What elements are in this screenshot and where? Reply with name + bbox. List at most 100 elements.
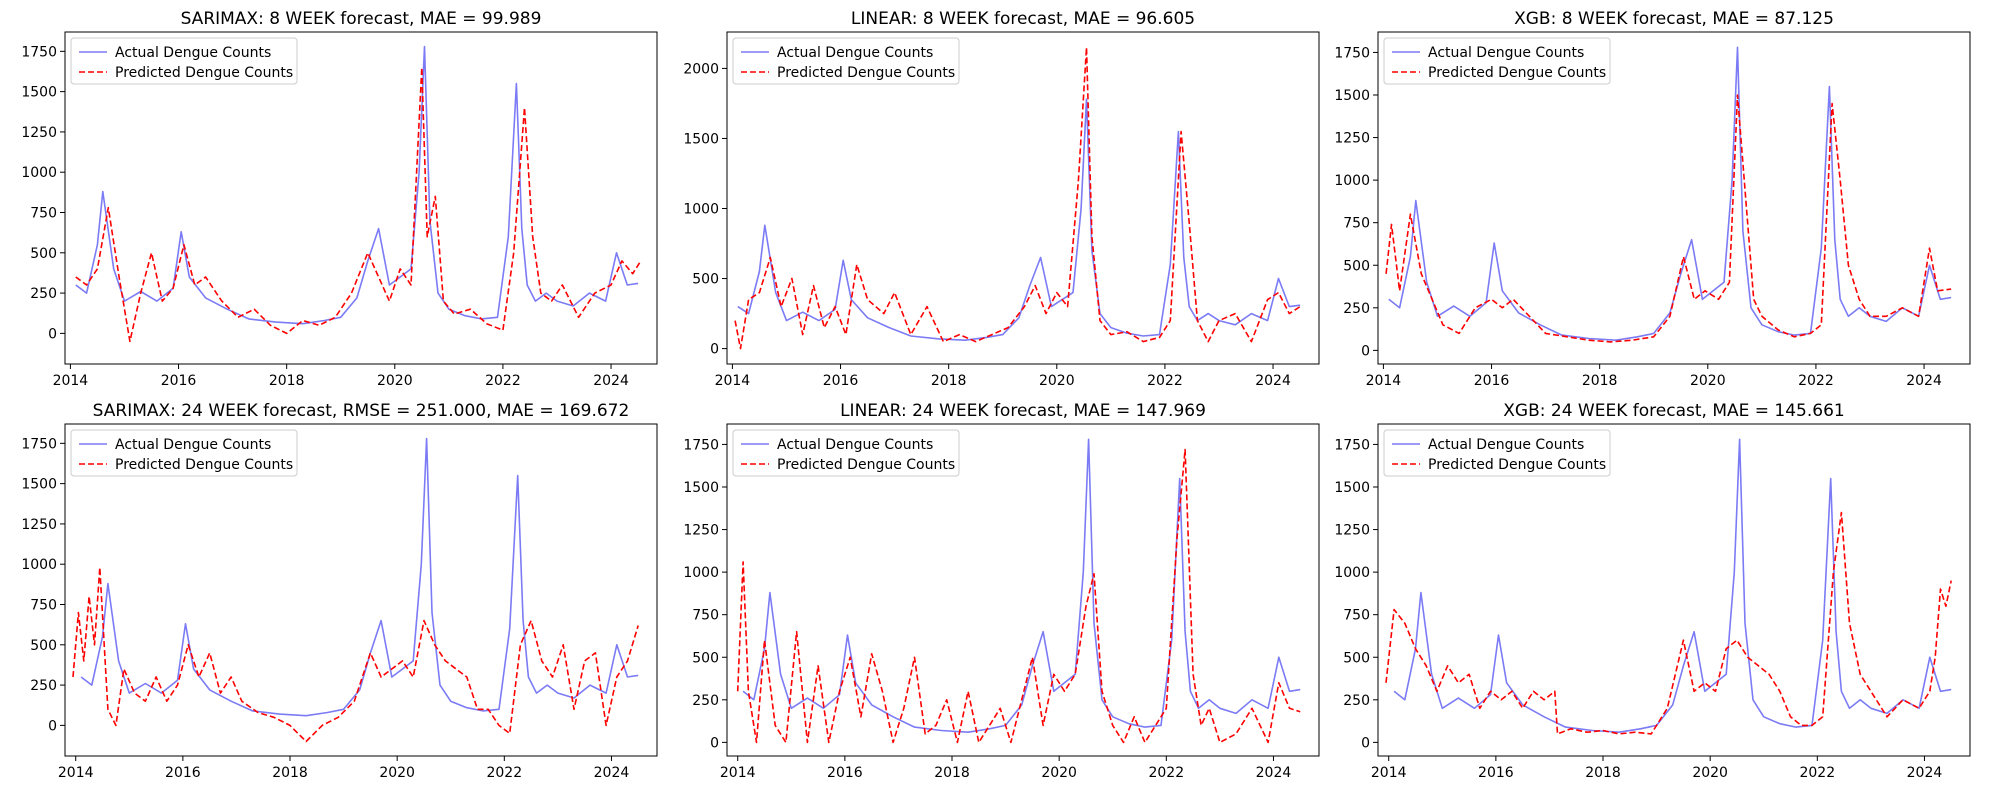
x-tick-label: 2022 <box>1148 765 1184 781</box>
y-tick-label: 1750 <box>1334 45 1370 61</box>
legend: Actual Dengue Counts Predicted Dengue Cou… <box>732 429 960 477</box>
actual-series-line <box>80 437 639 717</box>
predicted-series-line <box>72 566 639 743</box>
y-tick-label: 1000 <box>1334 173 1370 189</box>
chart-title: LINEAR: 24 WEEK forecast, MAE = 147.969 <box>840 401 1206 421</box>
x-tick-label: 2022 <box>1798 373 1834 389</box>
y-tick-label: 1750 <box>21 44 57 60</box>
predicted-series-line <box>75 66 642 343</box>
actual-series-line <box>1393 438 1952 733</box>
subplot-sarimax-8-week: 2014 2016 2018 2020 2022 2024 0 250 500 750 1000 12… <box>21 9 658 389</box>
x-tick-label: 2022 <box>485 373 521 389</box>
legend-predicted-label: Predicted Dengue Counts <box>115 457 293 473</box>
x-tick-label: 2024 <box>1907 765 1943 781</box>
x-tick-label: 2024 <box>1255 373 1291 389</box>
legend-predicted-label: Predicted Dengue Counts <box>1428 457 1606 473</box>
axes-frame <box>64 423 658 757</box>
predicted-series-line <box>1385 94 1952 343</box>
legend-box <box>1383 37 1611 85</box>
x-tick-label: 2014 <box>720 765 756 781</box>
y-tick-label: 500 <box>1343 650 1370 666</box>
legend-actual-label: Actual Dengue Counts <box>1428 45 1584 61</box>
legend: Actual Dengue Counts Predicted Dengue Cou… <box>70 37 298 85</box>
legend-actual-label: Actual Dengue Counts <box>777 45 933 61</box>
y-tick-label: 0 <box>1361 343 1370 359</box>
x-tick-label: 2018 <box>1582 373 1618 389</box>
axes-frame <box>726 423 1320 757</box>
x-tick-label: 2020 <box>379 765 415 781</box>
y-tick-label: 500 <box>30 638 57 654</box>
y-tick-label: 750 <box>692 608 719 624</box>
axes-frame <box>1377 423 1971 757</box>
y-tick-label: 1500 <box>1334 88 1370 104</box>
y-tick-label: 1000 <box>21 557 57 573</box>
x-tick-label: 2014 <box>58 765 94 781</box>
y-tick-label: 750 <box>30 598 57 614</box>
y-tick-label: 750 <box>1343 608 1370 624</box>
y-tick-label: 1250 <box>21 517 57 533</box>
y-tick-label: 250 <box>30 678 57 694</box>
predicted-series-line <box>734 46 1301 350</box>
y-tick-label: 1500 <box>21 85 57 101</box>
y-tick-label: 1500 <box>1334 480 1370 496</box>
y-tick-label: 1250 <box>21 125 57 141</box>
x-tick-label: 2018 <box>269 373 305 389</box>
y-tick-label: 1750 <box>683 437 719 453</box>
actual-series-line <box>1388 46 1952 341</box>
x-tick-label: 2014 <box>1371 765 1407 781</box>
y-tick-label: 0 <box>710 342 719 358</box>
chart-title: LINEAR: 8 WEEK forecast, MAE = 96.605 <box>851 9 1195 29</box>
y-tick-label: 1000 <box>683 565 719 581</box>
x-tick-label: 2016 <box>823 373 859 389</box>
subplot-xgb-24-week: 2014 2016 2018 2020 2022 2024 0 250 500 750 1000 12… <box>1334 401 1971 781</box>
y-tick-label: 1500 <box>683 131 719 147</box>
y-tick-label: 1250 <box>1334 131 1370 147</box>
y-tick-label: 2000 <box>683 61 719 77</box>
actual-series-line <box>75 45 639 325</box>
x-tick-label: 2014 <box>715 373 751 389</box>
x-tick-label: 2020 <box>1690 373 1726 389</box>
legend-actual-label: Actual Dengue Counts <box>115 437 271 453</box>
chart-title: XGB: 24 WEEK forecast, MAE = 145.661 <box>1503 401 1844 421</box>
legend: Actual Dengue Counts Predicted Dengue Cou… <box>732 37 960 85</box>
legend-box <box>732 37 960 85</box>
legend-predicted-label: Predicted Dengue Counts <box>777 65 955 81</box>
y-tick-label: 0 <box>710 735 719 751</box>
legend-actual-label: Actual Dengue Counts <box>115 45 271 61</box>
legend: Actual Dengue Counts Predicted Dengue Cou… <box>70 429 298 477</box>
x-tick-label: 2016 <box>827 765 863 781</box>
y-tick-label: 750 <box>30 206 57 222</box>
plot-area <box>65 424 657 756</box>
plot-area <box>65 32 657 364</box>
x-tick-label: 2016 <box>1478 765 1514 781</box>
y-tick-label: 1750 <box>1334 437 1370 453</box>
legend-predicted-label: Predicted Dengue Counts <box>115 65 293 81</box>
x-tick-label: 2020 <box>377 373 413 389</box>
legend-actual-label: Actual Dengue Counts <box>1428 437 1584 453</box>
predicted-series-line <box>736 448 1301 744</box>
y-tick-label: 1500 <box>21 477 57 493</box>
axes-frame <box>726 31 1320 365</box>
plot-area <box>1378 32 1970 364</box>
subplot-linear-8-week: 2014 2016 2018 2020 2022 2024 0 500 1000 1500 2000… <box>683 9 1320 389</box>
legend-box <box>1383 429 1611 477</box>
y-tick-label: 500 <box>30 246 57 262</box>
legend-box <box>732 429 960 477</box>
y-tick-label: 250 <box>1343 301 1370 317</box>
y-tick-label: 1250 <box>683 523 719 539</box>
x-tick-label: 2016 <box>165 765 201 781</box>
subplot-xgb-8-week: 2014 2016 2018 2020 2022 2024 0 250 500 750 1000 12… <box>1334 9 1971 389</box>
actual-series-line <box>742 438 1301 733</box>
y-tick-label: 500 <box>1343 258 1370 274</box>
y-tick-label: 1000 <box>1334 565 1370 581</box>
legend-predicted-label: Predicted Dengue Counts <box>777 457 955 473</box>
legend-predicted-label: Predicted Dengue Counts <box>1428 65 1606 81</box>
chart-title: SARIMAX: 24 WEEK forecast, RMSE = 251.00… <box>93 401 630 421</box>
y-tick-label: 500 <box>692 272 719 288</box>
axes-frame <box>1377 31 1971 365</box>
x-tick-label: 2022 <box>1799 765 1835 781</box>
x-tick-label: 2014 <box>53 373 89 389</box>
x-tick-label: 2020 <box>1692 765 1728 781</box>
legend-box <box>70 429 298 477</box>
x-tick-label: 2016 <box>1474 373 1510 389</box>
